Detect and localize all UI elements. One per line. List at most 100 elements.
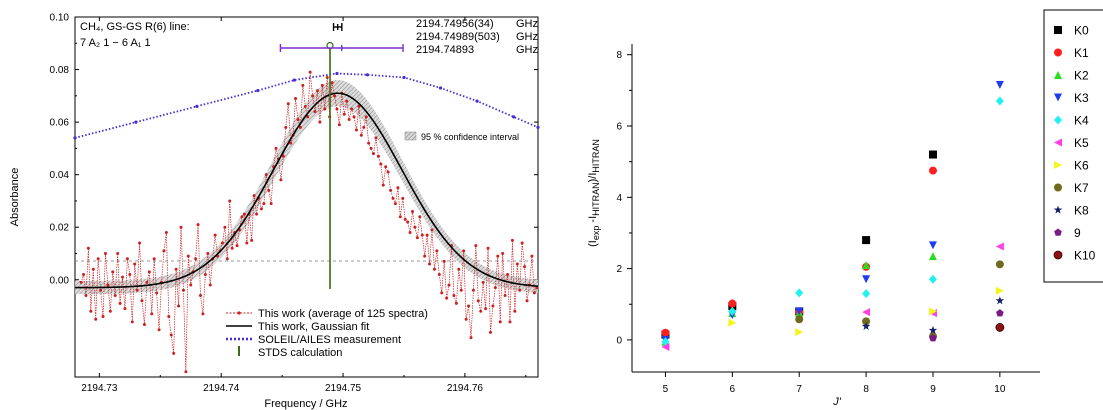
measurement-point: [240, 215, 244, 219]
measurement-point: [432, 267, 436, 271]
freq-unit-soleil: GHz: [516, 31, 538, 43]
legend-marker-9: [1054, 228, 1062, 236]
measurement-point: [296, 117, 300, 121]
data-point-k7: [862, 317, 871, 326]
soleil-line: [74, 72, 539, 139]
data-point-k6: [795, 328, 804, 337]
measurement-point: [198, 294, 202, 298]
data-point-k4: [728, 306, 737, 316]
right-y-axis-label-text: (Iexp -IHITRAN)/IHITRAN: [587, 139, 601, 247]
measurement-point: [286, 102, 290, 106]
data-point-k7: [795, 315, 804, 324]
right-x-tick-label: 5: [663, 384, 669, 395]
legend-label-k2: K2: [1074, 69, 1089, 83]
measurement-point: [138, 241, 142, 245]
measurement-point: [335, 107, 339, 111]
freq-value-stds: 2194.74893: [416, 44, 474, 56]
left-y-tick-label: 0.10: [50, 13, 70, 24]
measurement-point: [508, 320, 512, 324]
legend-label-stds: STDS calculation: [258, 347, 342, 359]
data-point-k7: [995, 260, 1004, 269]
measurement-point: [401, 196, 405, 200]
measurement-point: [323, 107, 327, 111]
measurement-series: [79, 70, 539, 374]
right-y-ticks: 0 2 4 6 8: [616, 50, 632, 346]
soleil-point: [512, 115, 516, 119]
legend-label-k0: K0: [1074, 24, 1089, 38]
right-legend-frame: [1043, 9, 1103, 283]
measurement-point: [393, 202, 397, 206]
data-point-k8: [928, 325, 938, 334]
measurement-point: [125, 257, 129, 261]
measurement-point: [415, 236, 419, 240]
measurement-point: [515, 262, 519, 266]
measurement-point: [157, 328, 161, 332]
measurement-point: [99, 288, 103, 292]
right-x-axis-label: J': [832, 396, 842, 408]
legend-marker-k0: [1054, 26, 1062, 34]
frequency-error-bars: [279, 22, 404, 53]
legend-marker-this-work: [237, 311, 241, 315]
measurement-point: [476, 299, 480, 303]
legend-marker-k6: [1054, 161, 1062, 169]
measurement-point: [479, 309, 483, 313]
measurement-point: [491, 304, 495, 308]
series-k3: [661, 81, 1004, 344]
right-legend: K0 K1 K2 K3 K4 K5 K6 K7 K8 9 K10: [1043, 9, 1103, 283]
measurement-point: [493, 286, 497, 290]
measurement-point: [121, 275, 125, 279]
measurement-point: [96, 257, 100, 261]
legend-label-k1: K1: [1074, 46, 1089, 60]
measurement-point: [406, 220, 410, 224]
data-point-k2: [928, 252, 937, 261]
measurement-point: [430, 228, 434, 232]
series-k7: [795, 260, 1004, 341]
data-point-k4: [661, 337, 670, 347]
measurement-point: [155, 291, 159, 295]
data-point-k8: [995, 296, 1005, 305]
measurement-point: [84, 294, 88, 298]
measurement-point: [298, 125, 302, 129]
measurement-point: [442, 259, 446, 263]
soleil-point: [475, 99, 479, 103]
measurement-point: [94, 317, 98, 321]
right-x-tick-label: 9: [930, 384, 936, 395]
soleil-point: [195, 104, 199, 108]
data-point-k4: [928, 274, 937, 284]
measurement-point: [203, 273, 207, 277]
measurement-point: [437, 273, 441, 277]
left-y-axis-label: Absorbance: [9, 168, 21, 227]
measurement-point: [301, 83, 305, 87]
measurement-point: [145, 280, 149, 284]
measurement-point: [418, 215, 422, 219]
measurement-point: [530, 254, 534, 258]
measurement-point: [381, 183, 385, 187]
measurement-point: [369, 146, 373, 150]
measurement-point: [264, 173, 268, 177]
measurement-point: [354, 128, 358, 132]
measurement-point: [325, 75, 329, 79]
measurement-point: [488, 330, 492, 334]
measurement-point: [330, 81, 334, 85]
measurement-point: [220, 241, 224, 245]
measurement-point: [186, 254, 190, 258]
measurement-point: [391, 196, 395, 200]
measurement-point: [172, 351, 176, 355]
data-point-k4: [862, 289, 871, 299]
legend-label-k3: K3: [1074, 91, 1089, 105]
measurement-point: [142, 322, 146, 326]
left-y-tick-label: 0.08: [50, 65, 70, 76]
right-data-points: [661, 81, 1005, 352]
data-point-k3: [995, 81, 1004, 89]
right-x-tick-label: 6: [730, 384, 736, 395]
legend-label-gaussian: This work, Gaussian fit: [258, 321, 369, 333]
data-point-k1: [928, 166, 937, 175]
measurement-point: [464, 317, 468, 321]
measurement-point: [113, 294, 117, 298]
molecule-line-label: CH₄, GS-GS R(6) line:: [80, 21, 190, 33]
right-y-tick-label: 6: [616, 122, 622, 133]
measurement-point: [486, 246, 490, 250]
legend-label-this-work: This work (average of 125 spectra): [258, 308, 428, 320]
soleil-series: [73, 71, 540, 140]
